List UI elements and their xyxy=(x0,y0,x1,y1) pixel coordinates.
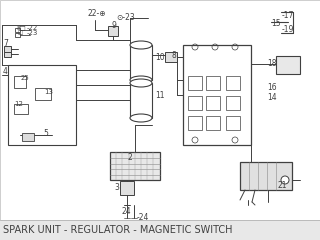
Text: -24: -24 xyxy=(137,212,149,222)
Bar xyxy=(15,28,20,32)
Bar xyxy=(130,45,152,80)
Bar xyxy=(8,65,76,145)
Text: 25: 25 xyxy=(21,75,30,81)
Text: 22-⊕: 22-⊕ xyxy=(88,10,107,18)
Text: 13: 13 xyxy=(44,89,53,95)
Bar xyxy=(188,76,202,90)
Text: 3: 3 xyxy=(114,184,119,192)
Text: 21: 21 xyxy=(278,180,287,190)
Bar xyxy=(15,33,20,37)
Text: 2: 2 xyxy=(128,152,133,162)
Bar xyxy=(206,96,220,110)
Text: 5: 5 xyxy=(43,128,48,138)
Text: 4: 4 xyxy=(3,67,8,77)
Bar xyxy=(22,133,34,141)
Bar xyxy=(226,76,240,90)
Bar xyxy=(4,52,11,57)
Bar xyxy=(14,76,26,88)
Bar xyxy=(120,181,134,195)
Text: 15: 15 xyxy=(271,18,281,28)
Text: □: □ xyxy=(17,30,22,36)
Bar xyxy=(276,56,300,74)
Text: CL
arts: CL arts xyxy=(127,126,169,164)
Text: -17: -17 xyxy=(282,11,294,19)
Text: ⊙-23: ⊙-23 xyxy=(116,13,135,23)
Text: -19: -19 xyxy=(282,25,294,35)
Text: 24: 24 xyxy=(122,208,132,216)
Bar xyxy=(183,45,251,145)
Ellipse shape xyxy=(130,41,152,49)
Text: 8: 8 xyxy=(172,50,177,60)
Bar xyxy=(206,116,220,130)
Text: 7: 7 xyxy=(3,38,8,48)
Ellipse shape xyxy=(130,76,152,84)
Bar xyxy=(4,46,11,52)
Bar xyxy=(165,52,177,62)
Bar xyxy=(14,104,28,114)
Text: -23: -23 xyxy=(27,30,38,36)
Bar xyxy=(226,116,240,130)
Text: 14: 14 xyxy=(267,92,276,102)
Ellipse shape xyxy=(130,114,152,122)
Text: -22: -22 xyxy=(27,25,38,31)
Ellipse shape xyxy=(130,79,152,87)
Bar xyxy=(188,96,202,110)
Bar xyxy=(206,76,220,90)
Text: 18: 18 xyxy=(267,60,276,68)
Bar xyxy=(226,96,240,110)
Bar xyxy=(110,152,160,180)
Bar xyxy=(188,116,202,130)
Text: 11: 11 xyxy=(155,90,164,100)
Bar xyxy=(240,162,292,190)
Text: SPARK UNIT - REGULATOR - MAGNETIC SWITCH: SPARK UNIT - REGULATOR - MAGNETIC SWITCH xyxy=(3,225,233,235)
Text: 8□: 8□ xyxy=(17,25,27,30)
Ellipse shape xyxy=(281,176,289,184)
Text: 12: 12 xyxy=(14,101,23,107)
Text: 10: 10 xyxy=(155,53,164,61)
Text: 16: 16 xyxy=(267,84,276,92)
Bar xyxy=(108,26,118,36)
Bar xyxy=(35,88,51,100)
Bar xyxy=(130,83,152,118)
Text: 9: 9 xyxy=(112,22,117,30)
